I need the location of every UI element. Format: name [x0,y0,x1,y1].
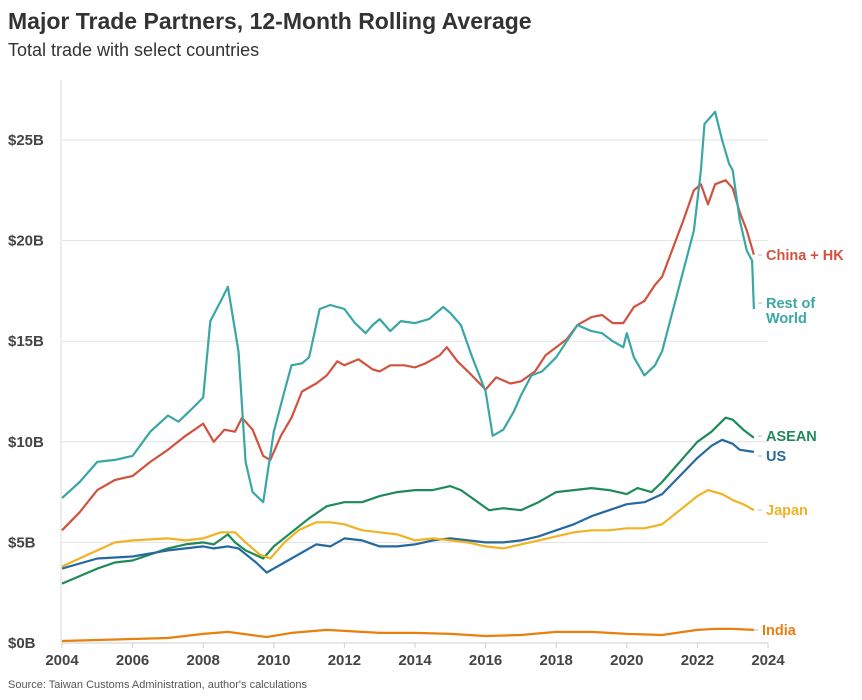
chart-title: Major Trade Partners, 12-Month Rolling A… [8,8,532,34]
x-tick-label: 2010 [257,652,290,669]
series-line-japan [61,489,755,568]
x-tick-label: 2004 [45,652,79,669]
y-tick-label: $10B [8,434,44,451]
series-label: Japan [766,503,808,519]
x-tick-label: 2018 [540,652,573,669]
x-tick-label: 2024 [751,652,785,669]
series-label: World [766,311,807,327]
x-tick-label: 2020 [610,652,643,669]
series-line-us [61,438,755,574]
series-line-india [61,627,754,643]
y-tick-label: $15B [8,333,44,350]
x-tick-label: 2012 [328,652,361,669]
source-note: Source: Taiwan Customs Administration, a… [8,679,308,691]
x-tick-label: 2016 [469,652,502,669]
x-tick-label: 2014 [398,652,432,669]
series-label: China + HK [766,248,844,264]
series-line-asean [61,416,755,585]
series-line-rest-of-world [61,110,755,504]
series-label: US [766,449,786,465]
series-line-china-hk [61,179,755,532]
y-tick-label: $0B [8,635,36,652]
chart-subtitle: Total trade with select countries [8,40,260,60]
series-label: ASEAN [766,429,817,445]
series-label: India [762,623,797,639]
x-tick-label: 2006 [116,652,149,669]
series-label: Rest of [766,296,815,312]
x-tick-label: 2022 [681,652,714,669]
y-tick-label: $20B [8,233,44,250]
y-tick-label: $25B [8,132,44,149]
x-tick-label: 2008 [187,652,220,669]
y-tick-label: $5B [8,534,36,551]
